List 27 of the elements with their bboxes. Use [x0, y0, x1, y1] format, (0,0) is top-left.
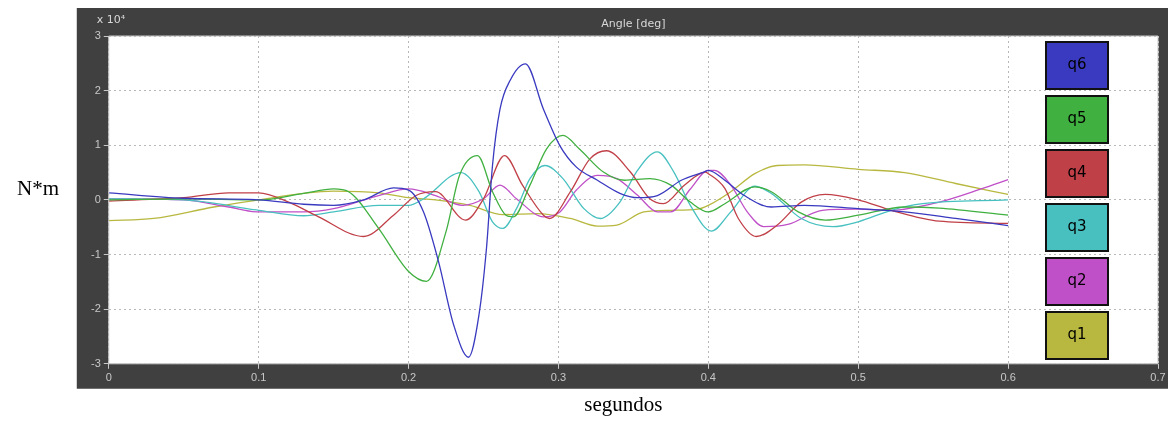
x-tick-label: 0.5 — [850, 371, 866, 384]
x-tick-label: 0.2 — [400, 371, 417, 384]
x-axis-title: segundos — [584, 392, 663, 417]
x-tick-label: 0 — [105, 371, 112, 384]
y-tick-label: -1 — [91, 247, 101, 260]
x-tick-label: 0.3 — [550, 371, 567, 384]
line-series — [108, 63, 1009, 358]
y-axis-title: N*m — [17, 176, 59, 201]
y-tick-label: 3 — [94, 29, 101, 42]
y-tick-label: -2 — [91, 302, 101, 315]
text: x 10⁴ — [96, 12, 126, 26]
text: q2 — [1067, 271, 1087, 290]
chart-title: Angle [deg] — [601, 16, 666, 30]
text: q5 — [1067, 109, 1087, 128]
y-tick-label: 0 — [94, 192, 101, 205]
text: q4 — [1067, 163, 1087, 182]
y-tick-label: 1 — [94, 138, 101, 151]
y-tick-label: -3 — [91, 356, 101, 369]
text: q6 — [1067, 55, 1087, 74]
line-series — [108, 134, 1009, 282]
text: q1 — [1067, 325, 1087, 344]
x-tick-label: 0.7 — [1150, 371, 1166, 384]
x-tick-label: 0.4 — [700, 371, 716, 384]
x-tick-label: 0.6 — [1000, 371, 1016, 384]
y-tick-label: 2 — [94, 83, 101, 96]
text: q3 — [1067, 217, 1087, 236]
x-tick-label: 0.1 — [251, 371, 267, 384]
